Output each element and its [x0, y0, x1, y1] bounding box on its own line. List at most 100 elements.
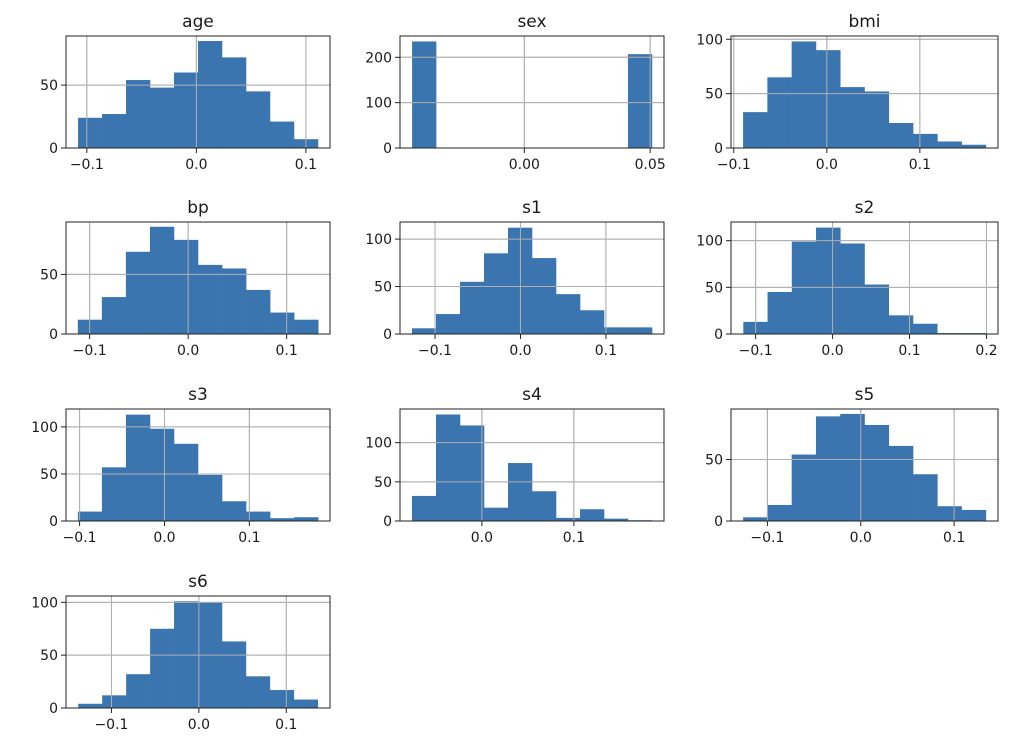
axes-frame [399, 408, 665, 522]
histogram-bar [532, 491, 557, 521]
histogram-bar [221, 641, 247, 708]
x-tick-label: 0.0 [188, 717, 210, 733]
y-tick-label: 50 [705, 452, 723, 468]
y-tick-label: 0 [714, 514, 723, 530]
subplot-title: sex [517, 12, 546, 32]
x-tick-label: −0.1 [63, 530, 97, 546]
subplot-s3: −0.1 0.0 0.1 0 50 100 s3 [31, 385, 331, 546]
y-tick-label: 0 [49, 514, 58, 530]
histogram-bar [888, 122, 914, 148]
histogram-bar [816, 227, 841, 334]
y-tick-label: 100 [31, 420, 58, 436]
histogram-bar [913, 474, 938, 521]
subplot-bmi: −0.1 0.0 0.1 0 50 100 bmi [696, 12, 999, 173]
histogram-bar [507, 463, 533, 521]
histogram-bar [556, 517, 581, 521]
x-tick-label: −0.1 [73, 343, 107, 359]
histogram-bar [198, 264, 223, 334]
subplot-title: s5 [855, 385, 875, 405]
x-tick-label: 0.1 [595, 343, 617, 359]
histogram-bar [245, 676, 271, 708]
subplot-s2: −0.1 0.0 0.1 0.2 0 50 100 s2 [696, 198, 999, 359]
histogram-bar [150, 87, 175, 148]
histogram-bar [864, 91, 890, 148]
axes-frame [65, 408, 331, 522]
histogram-bar [269, 121, 295, 148]
histogram-bar [294, 517, 319, 521]
y-tick-label: 0 [383, 327, 392, 343]
histogram-bar [604, 327, 629, 334]
histogram-bar [767, 77, 792, 148]
histogram-bar [743, 112, 768, 148]
histogram-bar [149, 428, 175, 521]
axes-frame [399, 221, 665, 335]
axes-frame [730, 408, 999, 522]
histogram-bar [125, 414, 151, 521]
histogram-bar [102, 114, 127, 148]
histogram-bar [556, 294, 581, 334]
x-tick-label: 0.1 [238, 530, 260, 546]
subplot-title: s6 [188, 572, 208, 592]
y-tick-label: 100 [696, 32, 723, 48]
y-tick-label: 100 [365, 436, 392, 452]
y-tick-label: 50 [705, 87, 723, 103]
x-tick-label: 0.1 [275, 717, 297, 733]
y-tick-label: 50 [374, 280, 392, 296]
histogram-bar [246, 511, 271, 521]
histogram-bar [126, 80, 151, 148]
histogram-bar [937, 141, 962, 148]
histogram-bar [198, 474, 223, 521]
axes-frame [399, 35, 665, 149]
histogram-bar [580, 310, 605, 334]
x-tick-label: 0.0 [509, 343, 531, 359]
x-tick-label: −0.1 [94, 717, 128, 733]
histogram-bar [459, 425, 485, 521]
subplot-s6: −0.1 0.0 0.1 0 50 100 s6 [31, 572, 331, 733]
histogram-bar [483, 253, 509, 334]
histogram-bar [815, 50, 841, 148]
y-tick-label: 50 [40, 78, 58, 94]
y-tick-label: 0 [49, 701, 58, 717]
axes-frame [730, 35, 999, 149]
histogram-bar [126, 674, 151, 708]
histogram-bar [198, 41, 223, 148]
x-tick-label: 0.1 [943, 530, 965, 546]
axes-frame [65, 221, 331, 335]
axes-frame [730, 221, 999, 335]
histogram-bar [294, 319, 319, 334]
histogram-bar [174, 72, 199, 148]
y-tick-label: 0 [383, 141, 392, 157]
histogram-bar [102, 695, 127, 708]
histogram-bar [961, 509, 987, 521]
subplot-title: s1 [522, 198, 542, 218]
subplot-bp: −0.1 0.0 0.1 0 50 bp [40, 198, 331, 359]
histogram-bar [246, 289, 271, 334]
histogram-bar [411, 495, 437, 521]
histogram-bar [222, 268, 247, 334]
histogram-bar [78, 117, 103, 148]
axes-frame [65, 35, 331, 149]
histogram-bar [961, 144, 987, 148]
histogram-bar [173, 239, 199, 334]
x-tick-label: 0.2 [975, 343, 997, 359]
histogram-bar [125, 251, 151, 334]
subplot-title: s3 [188, 385, 208, 405]
histogram-bar [604, 518, 629, 521]
subplot-s5: −0.1 0.0 0.1 0 50 s5 [705, 385, 999, 546]
subplot-title: bmi [848, 12, 880, 32]
histogram-bar [149, 226, 175, 334]
x-tick-label: −0.1 [70, 157, 104, 173]
histogram-bar [270, 312, 295, 334]
histogram-bar [743, 517, 768, 521]
x-tick-label: 0.0 [850, 530, 872, 546]
histogram-bar [791, 41, 817, 149]
x-tick-label: 0.1 [909, 157, 931, 173]
histogram-bar [888, 445, 914, 521]
histogram-bar [937, 506, 962, 521]
histogram-bar [767, 505, 792, 521]
x-tick-label: 0.1 [898, 343, 920, 359]
subplot-title: s2 [855, 198, 875, 218]
histogram-bar [459, 281, 485, 334]
histogram-bar [840, 243, 865, 334]
